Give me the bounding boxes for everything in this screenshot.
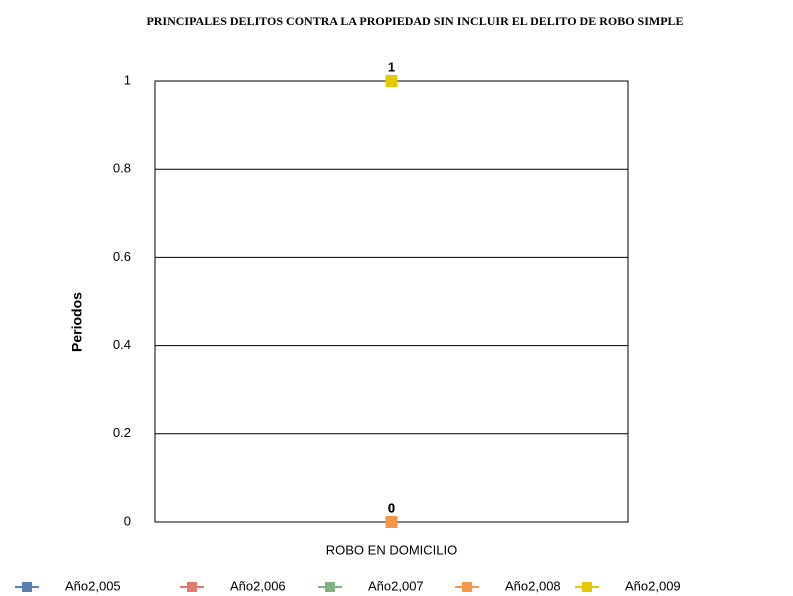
y-tick-label: 1	[124, 72, 131, 87]
marker	[385, 75, 398, 87]
legend-marker	[187, 582, 197, 592]
y-tick-label: 0.4	[113, 337, 131, 352]
legend-label: Año2,009	[625, 578, 681, 593]
data-label: 1	[388, 59, 395, 74]
chart-title: PRINCIPALES DELITOS CONTRA LA PROPIEDAD …	[146, 14, 683, 28]
legend-marker	[22, 582, 32, 592]
marker	[385, 516, 398, 528]
legend-label: Año2,008	[505, 578, 561, 593]
data-label: 0	[388, 500, 395, 515]
x-tick-label: ROBO EN DOMICILIO	[326, 542, 457, 557]
legend-marker	[582, 582, 592, 592]
y-tick-label: 0.8	[113, 161, 131, 176]
y-axis-title: Periodos	[69, 292, 85, 352]
y-tick-label: 0.2	[113, 425, 131, 440]
y-tick-label: 0	[124, 513, 131, 528]
data-label: 0	[388, 500, 395, 515]
legend-marker	[325, 582, 335, 592]
plot-area	[154, 80, 629, 523]
legend-marker	[462, 582, 472, 592]
data-label: 0	[388, 500, 395, 515]
legend-label: Año2,006	[230, 578, 286, 593]
legend-label: Año2,005	[65, 578, 121, 593]
data-label: 0	[388, 500, 395, 515]
legend-label: Año2,007	[368, 578, 424, 593]
y-tick-label: 0.6	[113, 249, 131, 264]
